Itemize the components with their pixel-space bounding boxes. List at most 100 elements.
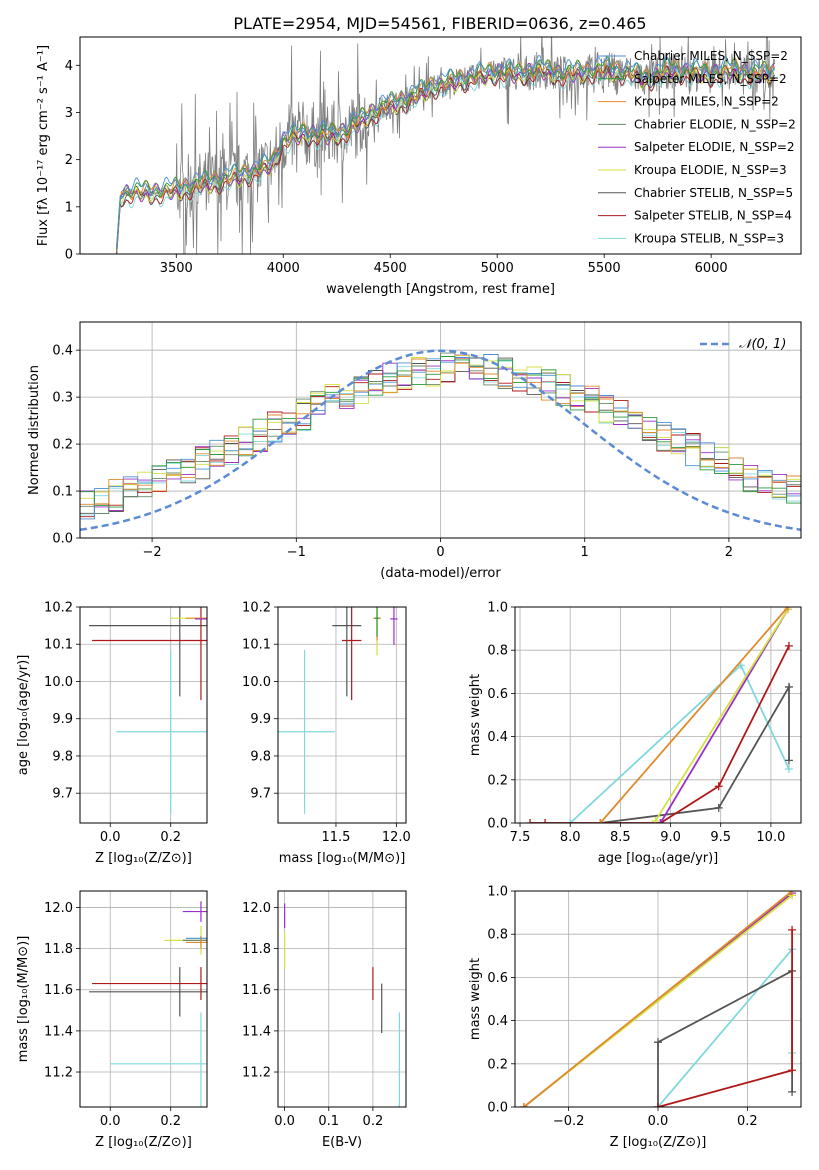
weight-marker-chabrier_stelib [714,803,723,812]
x-tick-label: 0.0 [648,1114,669,1129]
legend-entry-label: Salpeter STELIB, N_SSP=4 [634,209,792,223]
x-tick-label: 6000 [695,261,728,276]
weight-line-salpeter_stelib [530,645,790,823]
y-axis-label: mass weight [468,958,483,1040]
legend-entry-label: Salpeter ELODIE, N_SSP=2 [634,140,795,154]
histogram-salpeter_miles [80,356,801,508]
errorbar-kroupa_stelib [110,1012,207,1107]
x-tick-label: 0.1 [318,1114,339,1129]
x-tick-label: 8.5 [610,830,631,845]
errorbar-kroupa_stelib [116,649,207,814]
y-tick-label: 12.0 [242,901,271,916]
panel-massweight_vs_age: 7.5 8.0 8.5 9.0 9.5 10.0 0.0 0.2 0.4 0.6 0.8 1.0 age… [468,601,802,866]
axes-frame [79,890,208,1108]
y-tick-label: 9.9 [250,712,271,727]
weight-marker-salpeter_stelib [654,1103,662,1107]
y-tick-label: 11.4 [44,1024,73,1039]
legend-normal-label: 𝒩(0, 1) [739,337,786,352]
y-tick-label: 9.7 [250,787,271,802]
x-axis-label: age [log₁₀(age/yr)] [598,851,719,866]
plot-area [526,607,793,823]
x-tick-label: 9.5 [710,830,731,845]
weight-marker-salpeter_stelib [526,819,535,823]
axes-frame [277,890,407,1108]
weight-line-kroupa_stelib [657,946,793,1107]
weight-marker-salpeter_stelib [784,641,793,650]
normal-curve [80,349,801,532]
weight-line-kroupa_miles [523,891,793,1107]
model-line-kroupa_elodie [116,62,776,254]
model-line-kroupa_miles [115,57,776,252]
y-tick-label: 1.0 [487,885,508,900]
axes-frame [514,606,802,824]
x-tick-label: 0.2 [160,830,181,845]
y-tick-label: 9.8 [52,749,73,764]
weight-marker-salpeter_stelib [788,1066,797,1075]
weight-marker-kroupa_stelib [784,765,793,773]
errorbar-salpeter_miles [374,607,380,637]
legend-entry-label: Chabrier MILES, N_SSP=2 [634,49,788,63]
x-axis-label: Z [log₁₀(Z/Z⊙)] [95,1135,192,1150]
x-tick-label: −0.2 [553,1114,585,1129]
y-tick-label: 1 [65,200,73,215]
axes-frame [277,606,407,824]
y-tick-label: 11.2 [44,1066,73,1081]
model-line-chabrier_miles [115,54,776,249]
weight-marker-salpeter_stelib [788,925,797,934]
weight-marker-kroupa_miles [596,819,605,823]
weight-marker-salpeter_stelib [714,782,723,791]
x-tick-label: 12.0 [382,830,411,845]
panel-residuals: −2 −1 0 1 2 0.0 0.1 0.2 0.3 0.4 (data-model)/error… [27,321,802,581]
plot-area [284,903,400,1107]
x-tick-label: 4500 [374,261,407,276]
weight-line-salpeter_elodie [659,608,789,823]
axes-frame [79,36,802,255]
x-axis-label: wavelength [Angstrom, rest frame] [326,282,555,297]
model-line-salpeter_elodie [115,62,776,254]
y-tick-label: 0.6 [487,971,508,986]
y-tick-label: 9.9 [52,712,73,727]
y-tick-label: 3 [65,106,73,121]
x-tick-label: 0.0 [100,830,121,845]
weight-marker-kroupa_miles [783,607,792,611]
panel-age_vs_mass: 11.5 12.0 9.7 9.8 9.9 10.0 10.1 10.2 mass [log₁₀… [242,601,411,867]
y-tick-label: 9.7 [52,787,73,802]
x-tick-label: 5500 [588,261,621,276]
errorbar-chabrier_stelib [89,607,207,697]
errorbar-salpeter_elodie [182,901,207,922]
y-tick-label: 0.6 [487,687,508,702]
plot-area [115,37,776,254]
weight-marker-chabrier_stelib [654,1038,662,1047]
y-axis-label: Flux [fλ 10⁻¹⁷ erg cm⁻² s⁻¹ A⁻¹] [36,45,51,246]
y-tick-label: 0.8 [487,644,508,659]
y-tick-label: 0.1 [52,485,73,500]
panel-massweight_vs_Z: −0.2 0.0 0.2 0.0 0.2 0.4 0.6 0.8 1.0 Z [log₁₀(Z/Z… [468,885,802,1150]
weight-line-kroupa_miles [599,607,789,823]
x-tick-label: 11.5 [321,830,350,845]
panel-mass_vs_ebv: 0.0 0.1 0.2 11.2 11.4 11.6 11.8 12.0 E(B-V) [242,890,407,1150]
plot-area [89,901,207,1107]
y-tick-label: 11.4 [242,1024,271,1039]
y-axis-label: age [log₁₀(age/yr)] [16,655,31,776]
weight-marker-salpeter_stelib [541,819,550,823]
y-tick-label: 0.0 [487,1101,508,1116]
y-tick-label: 11.6 [44,983,73,998]
y-tick-label: 10.2 [242,601,271,616]
y-tick-label: 9.8 [250,749,271,764]
x-axis-label: E(B-V) [322,1135,362,1150]
y-axis-label: Normed distribution [27,365,42,495]
errorbar-salpeter_stelib [92,607,207,701]
x-tick-label: 3500 [160,261,193,276]
y-tick-label: 11.6 [242,983,271,998]
weight-marker-kroupa_miles [788,891,797,895]
legend-entry-label: Kroupa STELIB, N_SSP=3 [634,231,784,245]
y-tick-label: 0.8 [487,928,508,943]
y-tick-label: 10.1 [242,638,271,653]
x-tick-label: 5000 [481,261,514,276]
model-line-salpeter_miles [115,56,776,250]
panel-spectrum: 3500 4000 4500 5000 5500 6000 0 1 2 3 4 wavelength … [36,36,802,297]
x-tick-label: 0 [436,545,444,560]
histogram-kroupa_elodie [80,355,801,499]
x-axis-label: mass [log₁₀(M/M⊙)] [279,851,406,866]
